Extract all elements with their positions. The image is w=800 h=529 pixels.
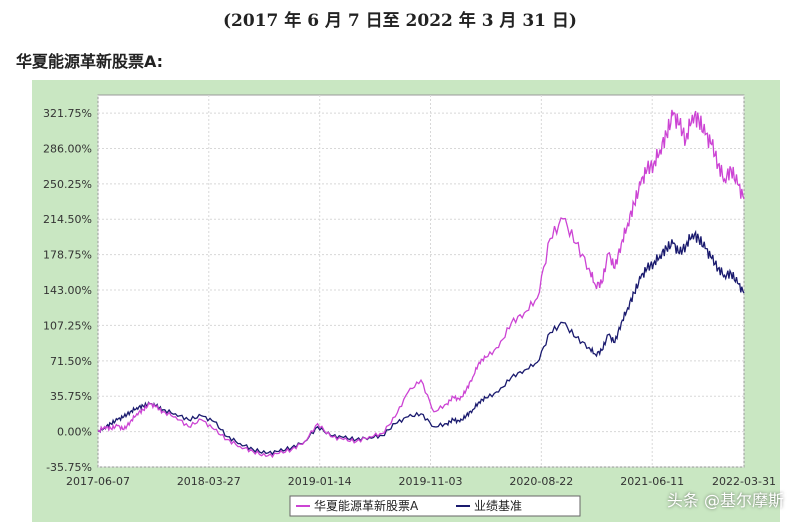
y-tick-label: 286.00%: [43, 142, 92, 155]
y-axis-ticks: 321.75% 286.00% 250.25% 214.50% 178.75% 143.0…: [43, 107, 92, 474]
y-tick-label: 178.75%: [43, 249, 92, 262]
y-tick-label: 143.00%: [43, 284, 92, 297]
y-tick-label: 71.50%: [50, 355, 92, 368]
x-tick-label: 2017-06-07: [66, 475, 130, 488]
x-tick-label: 2019-11-03: [399, 475, 463, 488]
series-line: [97, 109, 745, 459]
y-tick-label: 35.75%: [50, 390, 92, 403]
line-chart: 321.75% 286.00% 250.25% 214.50% 178.75% 143.0…: [43, 94, 776, 517]
x-axis-ticks: 2017-06-07 2018-03-27 2019-01-14 2019-11-03…: [66, 475, 776, 488]
legend-label: 华夏能源革新股票A: [314, 498, 419, 513]
x-tick-label: 2022-03-31: [712, 475, 776, 488]
x-tick-label: 2019-01-14: [288, 475, 352, 488]
y-tick-label: 250.25%: [43, 178, 92, 191]
y-tick-label: 321.75%: [43, 107, 92, 120]
fund-label: 华夏能源革新股票A:: [16, 52, 164, 71]
y-tick-label: -35.75%: [46, 461, 92, 474]
y-tick-label: 214.50%: [43, 213, 92, 226]
y-tick-label: 107.25%: [43, 319, 92, 332]
x-tick-label: 2021-06-11: [620, 475, 684, 488]
series-line: [97, 229, 745, 456]
x-tick-label: 2018-03-27: [177, 475, 241, 488]
y-tick-label: 0.00%: [57, 426, 92, 439]
legend-label: 业绩基准: [474, 499, 522, 513]
chart-period-subtitle: (2017 年 6 月 7 日至 2022 年 3 月 31 日): [223, 11, 577, 31]
plot-area: [97, 94, 745, 468]
watermark-text: 头条 @基尔摩斯: [666, 491, 784, 510]
x-tick-label: 2020-08-22: [509, 475, 573, 488]
legend: 华夏能源革新股票A 业绩基准: [289, 495, 581, 517]
series-lines: [97, 109, 745, 459]
chart-frame: 321.75% 286.00% 250.25% 214.50% 178.75% 143.0…: [32, 80, 780, 522]
legend-box: [289, 495, 581, 517]
